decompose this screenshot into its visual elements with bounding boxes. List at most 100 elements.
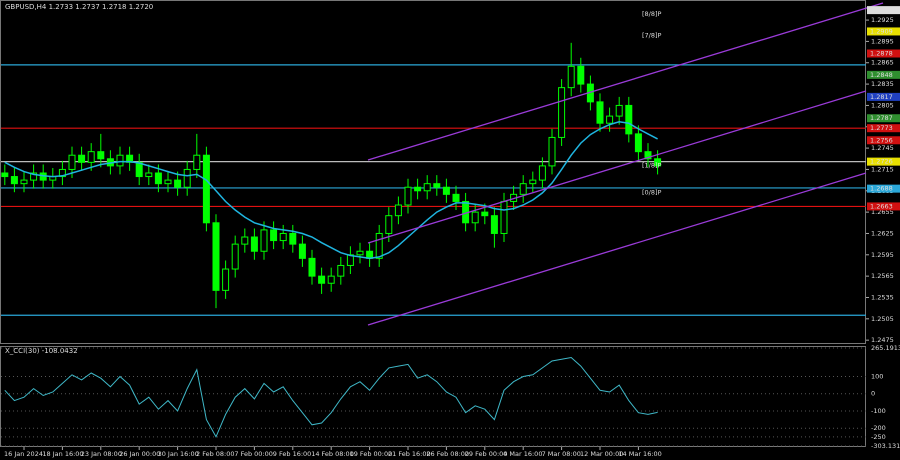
candle-body	[193, 154, 201, 170]
candle-body	[519, 183, 527, 195]
x-tick-label: 30 Jan 16:00	[158, 450, 199, 458]
candle-body	[78, 154, 86, 163]
candle-body	[298, 243, 306, 259]
candle-body	[231, 243, 239, 270]
price-label: 1.2878	[870, 50, 893, 58]
candle-body	[356, 250, 364, 256]
x-tick-label: 9 Feb 16:00	[273, 450, 312, 458]
main-pane	[0, 0, 866, 344]
price-label: 1.2688	[870, 185, 893, 193]
x-tick-label: 16 Jan 2024	[4, 450, 43, 458]
murray-label: [1/8]P	[642, 162, 662, 170]
candle-body	[241, 236, 249, 245]
price-label-box	[867, 184, 900, 193]
candle-body	[20, 179, 28, 185]
candle-body	[1, 172, 9, 178]
y-tick-label: 1.2565	[871, 272, 894, 280]
y-tick-label: 1.2805	[871, 101, 894, 109]
candle-body	[567, 65, 575, 89]
x-tick-label: 18 Jan 16:00	[42, 450, 83, 458]
price-label: 1.2787	[870, 114, 893, 122]
x-tick-label: 26 Feb 08:00	[426, 450, 469, 458]
price-label: 1.2663	[870, 202, 893, 210]
x-tick-label: 7 Mar 08:00	[542, 450, 581, 458]
x-tick-label: 21 Feb 16:00	[388, 450, 431, 458]
candle-body	[10, 176, 18, 185]
candle-body	[366, 250, 374, 259]
candle-body	[615, 104, 623, 117]
channel-lower	[367, 172, 867, 326]
murray-label: [0/8]P	[642, 189, 662, 197]
candle-body	[452, 193, 460, 202]
cci-line	[4, 356, 658, 438]
candle-body	[577, 65, 585, 85]
candle-body	[250, 236, 258, 252]
y-tick-label: 1.2715	[871, 165, 894, 173]
x-tick-label: 23 Jan 08:00	[81, 450, 122, 458]
y-tick-label: -303.1314	[871, 442, 900, 450]
candle-body	[145, 172, 153, 178]
y-tick-label: 1.2505	[871, 315, 894, 323]
x-tick-label: 14 Feb 08:00	[311, 450, 354, 458]
x-tick-label: 7 Feb 00:00	[234, 450, 273, 458]
candle-body	[644, 151, 652, 160]
candle-body	[634, 133, 642, 153]
x-tick-label: 19 Feb 00:00	[350, 450, 393, 458]
candle-body	[442, 186, 450, 195]
candle-body	[433, 183, 441, 188]
candle-body	[308, 257, 316, 277]
price-label-box	[867, 27, 900, 36]
candle-body	[404, 186, 412, 206]
candle-body	[394, 204, 402, 217]
y-tick-label: -200	[871, 424, 886, 432]
price-label-box	[867, 92, 900, 101]
candle-body	[202, 154, 210, 224]
y-tick-label: 1.2865	[871, 59, 894, 67]
price-label: 1.2773	[870, 124, 893, 132]
price-label-box	[867, 136, 900, 145]
y-tick-label: -250	[871, 433, 886, 441]
murray-label: [8/8]P	[642, 10, 662, 18]
price-label: 1.2848	[870, 71, 893, 79]
x-tick-label: 29 Feb 00:00	[465, 450, 508, 458]
channel-upper	[367, 2, 884, 161]
candle-body	[222, 268, 230, 291]
candle-body	[606, 115, 614, 124]
candle-body	[318, 275, 326, 284]
y-tick-label: -100	[871, 407, 886, 415]
x-tick-label: 12 Mar 00:00	[580, 450, 623, 458]
candle-body	[87, 151, 95, 163]
y-tick-label: 1.2475	[871, 336, 894, 344]
price-label-box	[867, 49, 900, 58]
candle-body	[97, 151, 105, 160]
y-tick-label: 100	[871, 372, 883, 380]
candle-body	[337, 264, 345, 277]
candle-body	[385, 215, 393, 234]
candle-body	[154, 172, 162, 185]
y-tick-label: 1.2895	[871, 37, 894, 45]
price-label: 1.2939	[870, 6, 893, 14]
candle-body	[327, 275, 335, 284]
candle-body	[471, 211, 479, 224]
price-label-box	[867, 157, 900, 166]
price-label: 1.2817	[870, 93, 893, 101]
candle-body	[529, 179, 537, 185]
x-tick-label: 4 Mar 16:00	[503, 450, 542, 458]
x-tick-label: 14 Mar 16:00	[618, 450, 661, 458]
candle-body	[174, 179, 182, 188]
price-label: 1.2909	[870, 27, 893, 35]
candle-body	[500, 200, 508, 234]
candle-body	[30, 172, 38, 181]
x-tick-label: 2 Feb 08:00	[196, 450, 235, 458]
candle-body	[375, 232, 383, 259]
candle-body	[490, 215, 498, 234]
chart-title: GBPUSD,H4 1.2733 1.2737 1.2718 1.2720	[5, 3, 153, 11]
x-tick-label: 26 Jan 00:00	[119, 450, 160, 458]
candle-body	[625, 104, 633, 135]
candle-body	[548, 136, 556, 167]
candle-body	[481, 211, 489, 217]
y-tick-label: 1.2925	[871, 16, 894, 24]
price-label-box	[867, 70, 900, 79]
